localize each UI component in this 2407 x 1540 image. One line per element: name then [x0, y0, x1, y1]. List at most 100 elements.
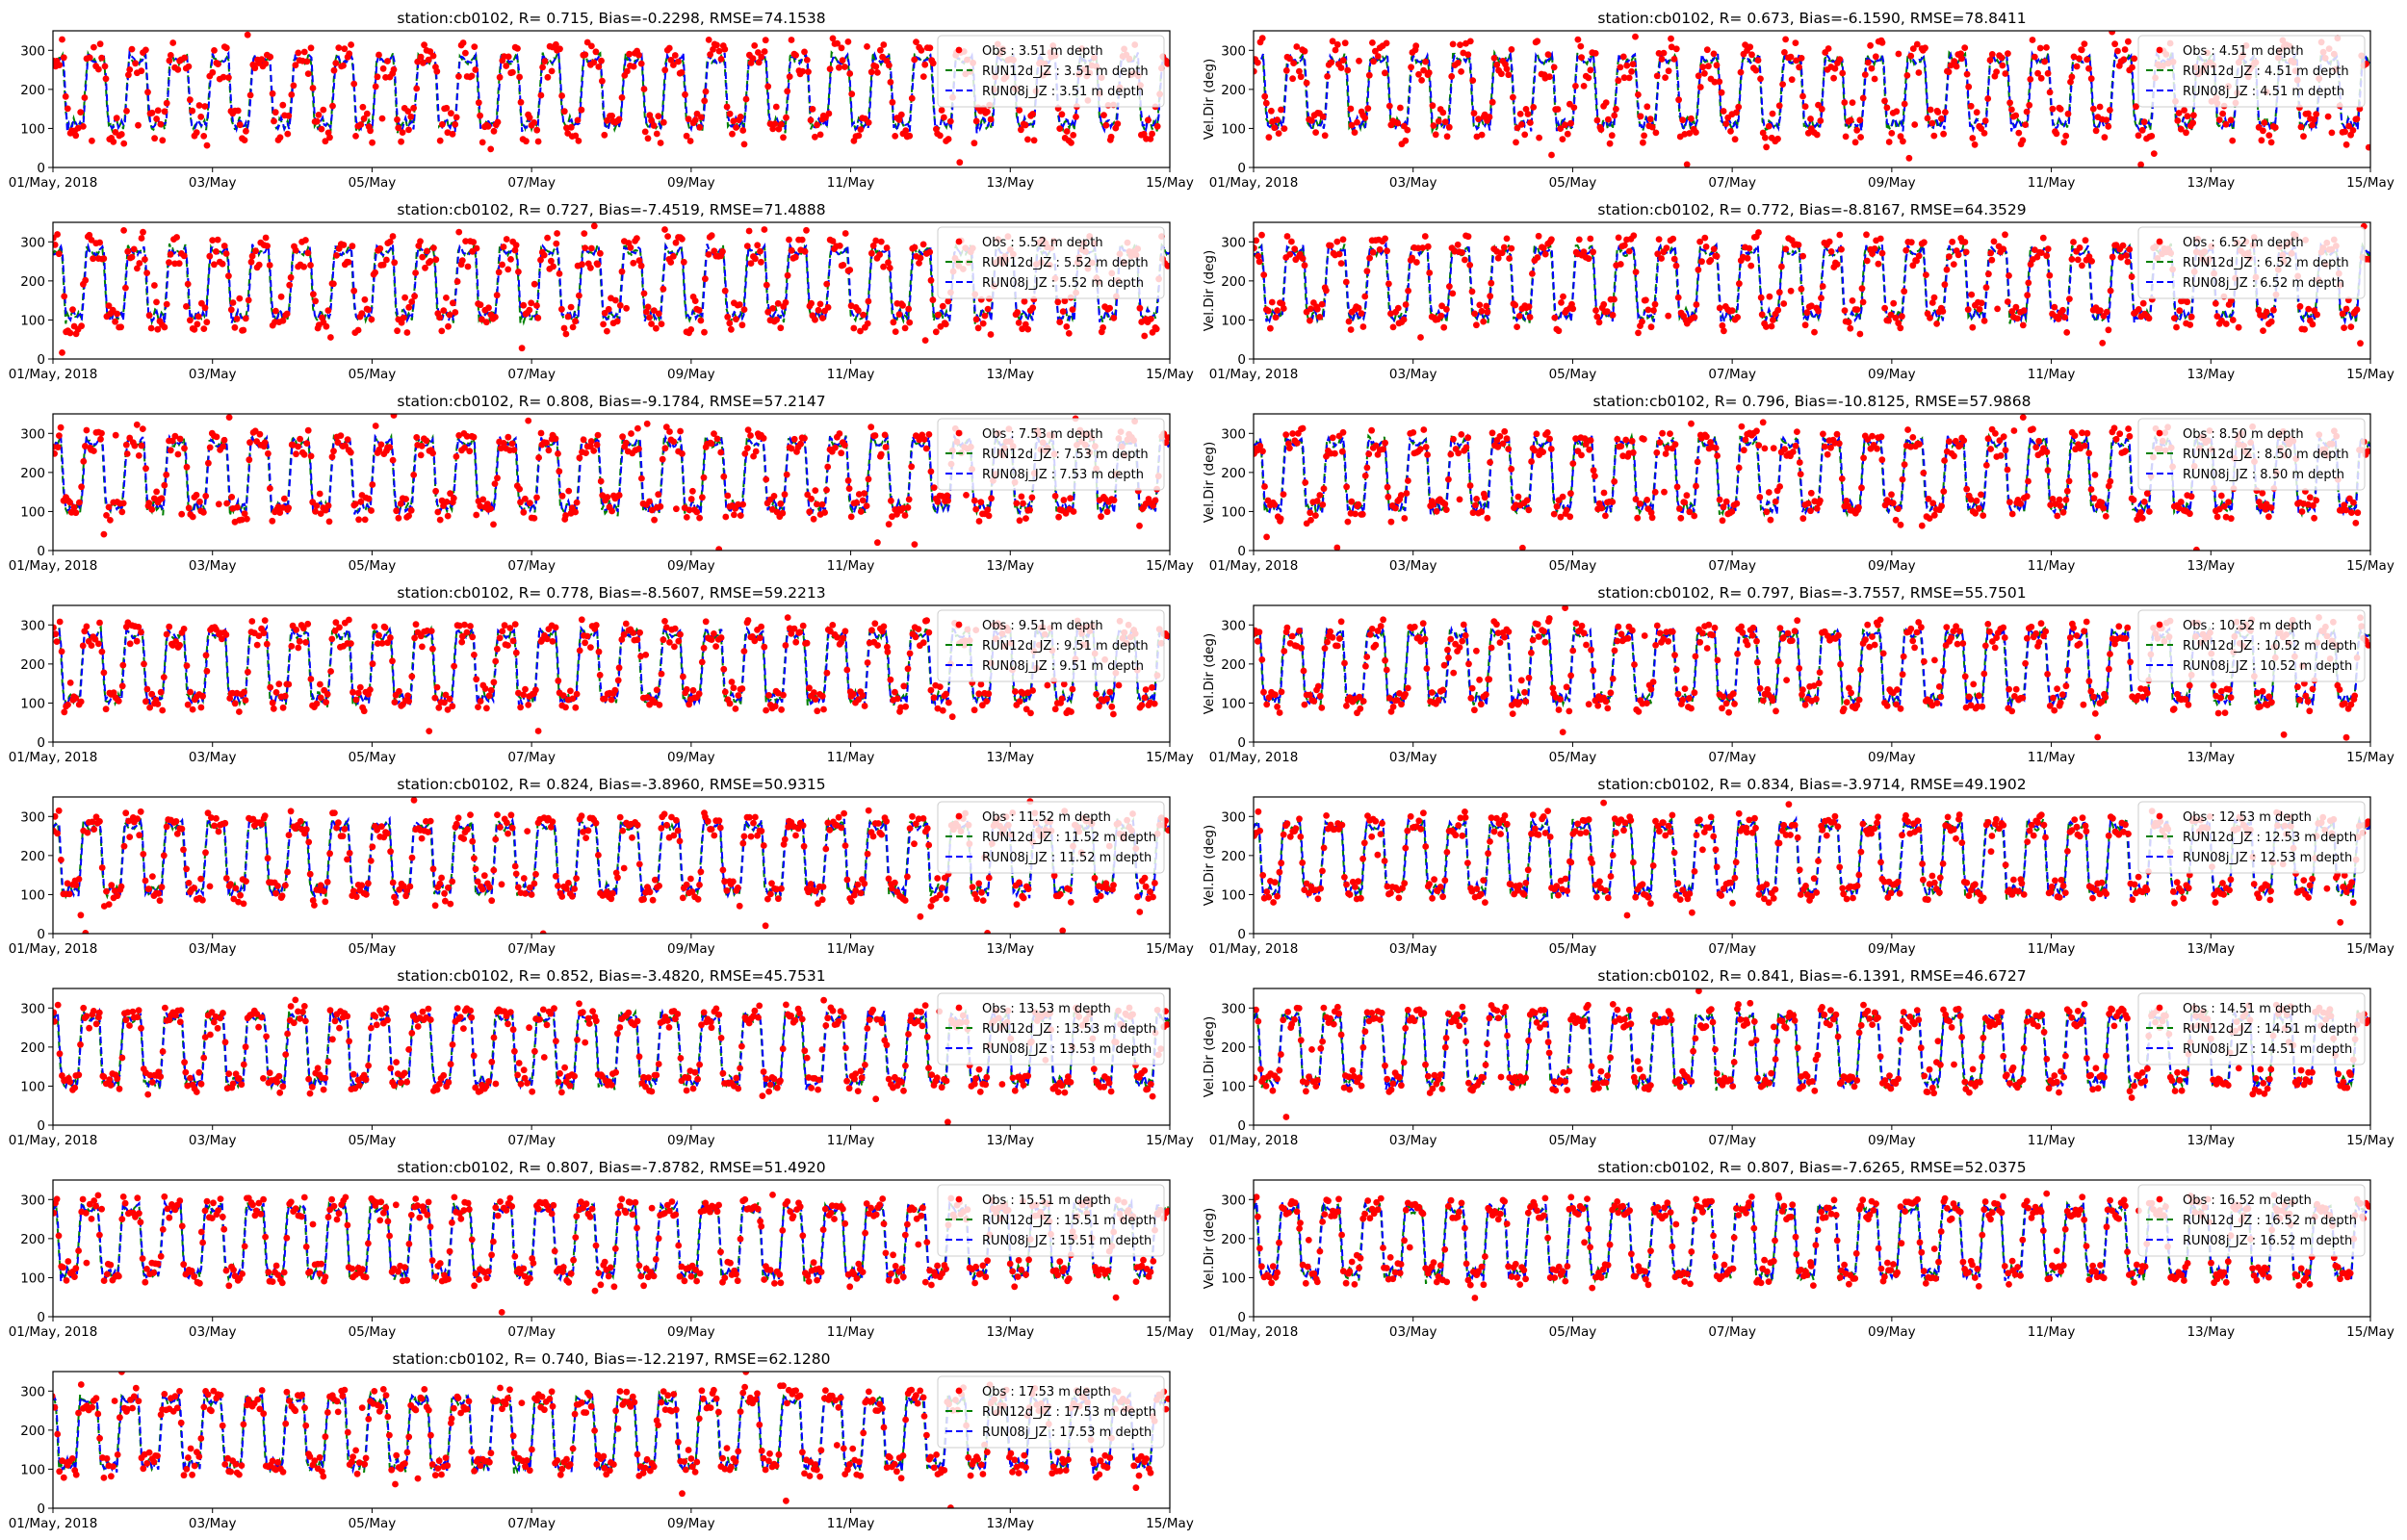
obs-point — [956, 159, 964, 167]
obs-point — [2304, 500, 2312, 508]
obs-point — [300, 263, 307, 270]
obs-point — [367, 858, 375, 864]
obs-point — [861, 490, 867, 497]
obs-point — [723, 103, 731, 111]
obs-point — [926, 248, 934, 256]
obs-point — [819, 315, 826, 321]
obs-point — [1987, 446, 1995, 452]
obs-point — [491, 480, 499, 487]
obs-point — [1469, 77, 1477, 84]
obs-point — [1445, 123, 1453, 131]
obs-point — [2035, 437, 2043, 445]
obs-point — [473, 511, 480, 519]
obs-point — [2122, 448, 2130, 454]
obs-point — [1442, 506, 1450, 513]
obs-point — [2265, 513, 2272, 521]
obs-point — [1895, 320, 1902, 327]
obs-point — [1624, 634, 1632, 642]
obs-point — [572, 318, 579, 325]
obs-point — [82, 443, 89, 449]
obs-point — [2019, 137, 2027, 144]
obs-point — [433, 683, 441, 691]
obs-point — [897, 704, 904, 711]
obs-point — [1681, 685, 1689, 692]
obs-point — [1290, 60, 1297, 66]
obs-point — [865, 119, 872, 126]
obs-point — [1911, 644, 1918, 652]
x-tick-label: 07/May — [1708, 558, 1756, 574]
obs-point — [441, 699, 448, 706]
obs-point — [576, 647, 583, 654]
obs-point — [2049, 105, 2057, 113]
obs-point — [771, 703, 779, 710]
obs-point — [1608, 132, 1616, 140]
obs-point — [777, 500, 785, 507]
obs-point — [262, 60, 270, 67]
obs-point — [1505, 629, 1513, 635]
obs-point — [329, 102, 336, 110]
obs-point — [740, 833, 748, 840]
obs-point — [1333, 544, 1341, 551]
obs-point — [1820, 430, 1826, 438]
obs-point — [736, 301, 743, 308]
obs-point — [427, 258, 434, 265]
obs-point — [1343, 483, 1350, 491]
obs-point — [508, 440, 516, 448]
obs-point — [1621, 242, 1628, 249]
obs-point — [156, 897, 164, 905]
obs-point — [1494, 444, 1502, 450]
legend-entry-label: Obs : 9.51 m depth — [982, 619, 1103, 633]
obs-point — [410, 104, 417, 112]
obs-point — [2190, 112, 2197, 119]
obs-point — [2349, 127, 2357, 134]
obs-point — [442, 897, 449, 905]
y-axis-label: Vel.Dir (deg) — [1202, 59, 1217, 141]
obs-point — [1807, 116, 1814, 122]
obs-point — [1869, 432, 1876, 440]
obs-point — [271, 117, 277, 125]
obs-point — [2260, 327, 2266, 334]
obs-point — [1905, 154, 1913, 162]
series-run08j-line — [53, 624, 1170, 708]
obs-point — [256, 430, 264, 438]
obs-point — [2119, 242, 2127, 249]
obs-point — [1473, 647, 1480, 654]
obs-point — [1566, 707, 1573, 715]
obs-point — [419, 643, 426, 651]
obs-point — [458, 638, 466, 646]
obs-point — [2342, 733, 2350, 741]
obs-point — [285, 832, 293, 838]
obs-point — [973, 895, 980, 903]
obs-point — [895, 116, 903, 123]
obs-point — [675, 58, 682, 65]
obs-point — [2020, 307, 2028, 315]
obs-point — [2297, 123, 2305, 131]
obs-point — [2341, 501, 2348, 509]
obs-point — [1825, 45, 1832, 52]
obs-point — [2366, 256, 2370, 263]
obs-point — [2186, 681, 2193, 689]
obs-point — [1673, 483, 1681, 491]
obs-point — [442, 691, 450, 699]
obs-point — [925, 629, 933, 636]
obs-point — [1980, 670, 1988, 678]
obs-point — [1956, 628, 1963, 635]
obs-point — [2094, 733, 2102, 741]
obs-point — [2220, 502, 2228, 510]
obs-point — [1054, 298, 1062, 306]
obs-point — [1339, 236, 1347, 244]
obs-point — [100, 255, 108, 263]
obs-point — [379, 64, 387, 72]
obs-point — [2074, 256, 2082, 264]
obs-point — [361, 295, 369, 303]
obs-point — [1293, 43, 1301, 50]
obs-point — [1710, 245, 1718, 253]
obs-point — [672, 239, 680, 246]
obs-point — [2263, 500, 2270, 508]
obs-point — [1369, 248, 1377, 256]
obs-point — [206, 883, 214, 890]
obs-point — [390, 414, 398, 419]
obs-point — [327, 668, 334, 675]
obs-point — [1265, 134, 1273, 141]
obs-point — [619, 433, 626, 441]
